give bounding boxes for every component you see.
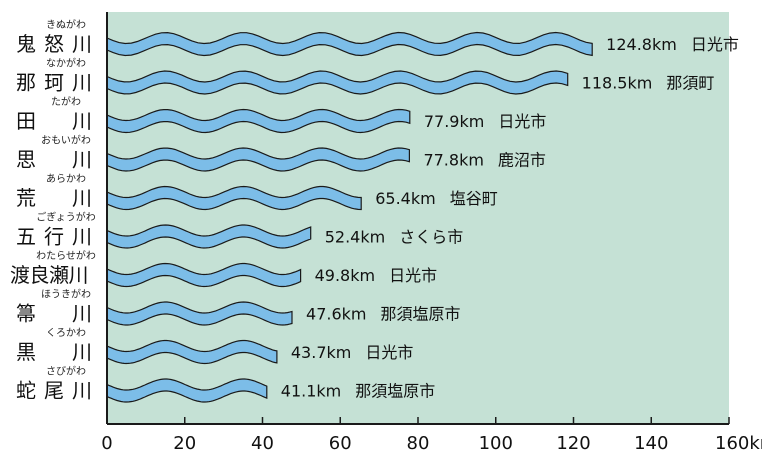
category-labels: 鬼怒川きぬがわ那珂川なかがわ田 川たがわ思 川おもいがわ荒 川あらかわ五行川ごぎょうが… [10,18,96,403]
river-value-label: 52.4km さくら市 [325,228,464,247]
river-bar [106,31,593,57]
river-bar [106,70,569,95]
x-tick-label: 140 [634,433,668,454]
river-bar [106,224,312,249]
x-tick-label: 160km [715,433,762,454]
river-name-label: 蛇尾川さびがわ [16,365,92,403]
river-value-label: 49.8km 日光市 [315,266,438,285]
river-name-label: 思川おもいがわ [16,134,92,172]
river-reading: おもいがわ [41,134,91,147]
river-reading: さびがわ [46,365,86,378]
river-value-label: 77.9km 日光市 [424,112,547,131]
river-bars [106,31,593,403]
river-name-label: 那珂川なかがわ [16,57,92,95]
river-value-label: 124.8km 日光市 [606,35,739,54]
river-value-label: 118.5km 那須町 [582,74,715,93]
river-value-label: 47.6km 那須塩原市 [306,305,461,324]
x-tick-label: 0 [101,433,112,454]
river-bar [106,301,293,326]
river-bar [106,339,278,365]
river-bar [106,262,302,288]
river-reading: きぬがわ [46,18,86,31]
river-value-label: 77.8km 鹿沼市 [423,151,546,170]
river-name: 渡良瀬川 [10,263,89,287]
river-bar [106,378,268,403]
river-bar [106,185,362,211]
x-tick-label: 100 [479,433,513,454]
river-reading: くろかわ [46,327,86,339]
x-tick-label: 40 [251,433,274,454]
river-value-label: 43.7km 日光市 [291,343,414,362]
river-name-label: 田川たがわ [16,95,92,133]
river-reading: ごぎょうがわ [36,211,96,224]
river-reading: たがわ [51,95,81,108]
x-axis-ticks: 0 20 40 60 80 100 120 140 160km [101,417,762,454]
river-name-label: 五行川ごぎょうがわ [16,211,96,249]
river-reading: ほうきがわ [41,288,91,301]
x-tick-label: 60 [329,433,352,454]
river-bar [106,147,410,172]
river-reading: なかがわ [46,57,86,70]
river-name: 荒川 [16,186,92,210]
river-name: 箒川 [16,302,92,326]
river-reading: あらかわ [46,173,86,185]
x-tick-label: 20 [173,433,196,454]
river-name: 鬼怒川 [16,32,92,56]
river-name: 蛇尾川 [16,379,92,403]
value-labels: 124.8km 日光市 118.5km 那須町 77.9km 日光市 77.8km 鹿沼市 65… [281,35,739,401]
x-tick-label: 120 [556,433,590,454]
river-reading: わたらせがわ [36,249,96,262]
river-name: 黒川 [16,340,92,364]
river-name-label: 箒川ほうきがわ [16,288,92,326]
river-name-label: 黒川くろかわ [16,327,92,364]
river-name-label: 鬼怒川きぬがわ [16,18,92,56]
river-name-label: 荒川あらかわ [16,173,92,210]
river-name: 五行川 [16,225,92,249]
river-bar [106,108,411,134]
river-name: 思川 [16,148,92,172]
river-value-label: 65.4km 塩谷町 [375,189,498,208]
river-name: 那珂川 [16,71,92,95]
river-value-label: 41.1km 那須塩原市 [281,382,436,401]
river-name: 田川 [16,109,92,133]
x-tick-label: 80 [407,433,430,454]
